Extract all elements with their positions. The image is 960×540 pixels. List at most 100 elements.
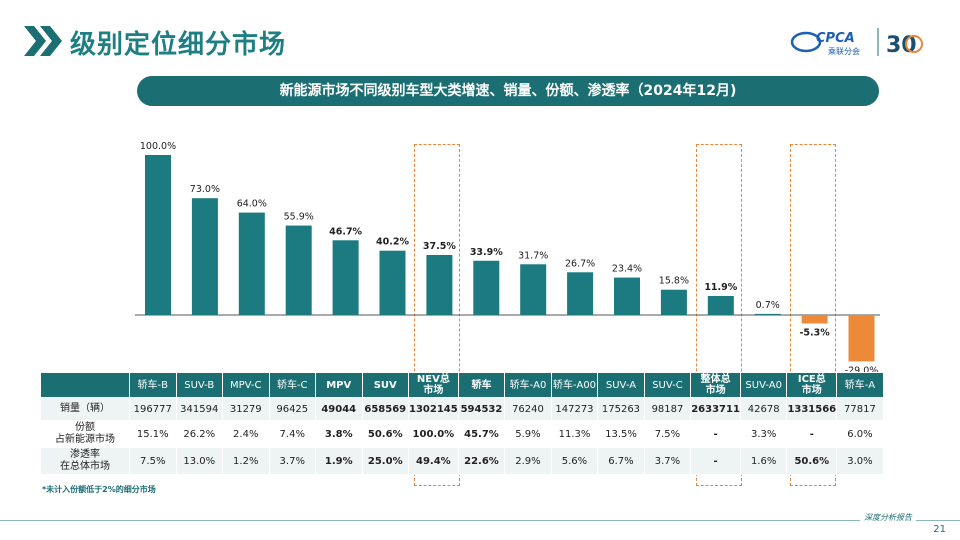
page-title: 级别定位细分市场 (70, 30, 287, 60)
data-label: 31.7% (518, 250, 548, 261)
data-label: 64.0% (237, 199, 267, 210)
table-cell: 77817 (836, 397, 884, 421)
table-cell: 2.4% (222, 420, 270, 448)
data-label: 73.0% (190, 184, 220, 195)
bar-整体总市场 (707, 295, 734, 315)
table-cell: 7.5% (643, 420, 692, 448)
column-header: MPV-C (222, 372, 270, 398)
bar-MPV (332, 240, 359, 315)
data-label: 46.7% (329, 226, 362, 237)
table-cell: 3.0% (836, 447, 884, 475)
table-cell: 7.5% (129, 447, 177, 475)
table-row: 份额 占新能源市场 15.1% 26.2% 2.4% 7.4% 3.8% 50.6% 100.… (40, 420, 884, 448)
column-header: MPV (315, 372, 363, 398)
table-cell: 49044 (315, 397, 363, 421)
data-label: 23.4% (612, 264, 642, 275)
data-label: 15.8% (659, 276, 689, 287)
column-header: NEV总 市场 (408, 372, 459, 398)
table-cell: - (690, 447, 741, 475)
table-header-row: 轿车-B SUV-B MPV-C 轿车-C MPV SUV NEV总 市场 轿车 轿车-A0 轿车… (40, 372, 884, 398)
column-header: 轿车-A (836, 372, 884, 398)
bar-轿车-B (145, 155, 171, 315)
bar-NEV总市场 (426, 255, 453, 315)
column-header: SUV-B (175, 372, 223, 398)
table-row: 销量（辆） 196777 341594 31279 96425 49044 658569 13… (40, 397, 884, 421)
table-cell: 1.2% (222, 447, 270, 475)
data-label: -29.0% (845, 365, 879, 372)
table-corner-cell (40, 372, 130, 398)
table-cell: 1302145 (408, 397, 459, 421)
column-header: 轿车-B (129, 372, 177, 398)
table-cell: 7.4% (268, 420, 316, 448)
data-label: 26.7% (565, 258, 595, 269)
table-cell: 3.7% (643, 447, 692, 475)
table-cell: 594532 (457, 397, 506, 421)
bar-SUV-A0 (754, 313, 781, 315)
double-chevron-icon (24, 26, 62, 56)
column-header: SUV (361, 372, 409, 398)
table-cell: 658569 (361, 397, 409, 421)
table-cell: 11.3% (550, 420, 599, 448)
table-cell: 1331566 (786, 397, 838, 421)
table-cell: 50.6% (786, 447, 838, 475)
column-header: 轿车-A00 (550, 372, 599, 398)
table-cell: 49.4% (408, 447, 459, 475)
svg-text:CPCA: CPCA (816, 31, 855, 46)
table-cell: - (690, 420, 741, 448)
table-cell: 2633711 (690, 397, 741, 421)
table-cell: 3.8% (315, 420, 363, 448)
column-header: 轿车-C (268, 372, 316, 398)
bar-轿车-A0 (520, 264, 547, 315)
data-label: 55.9% (284, 212, 314, 223)
row-label: 份额 占新能源市场 (40, 420, 130, 448)
table-cell: 98187 (643, 397, 692, 421)
bar-轿车-C (285, 225, 312, 315)
table-cell: 341594 (175, 397, 223, 421)
data-label: 33.9% (470, 247, 503, 258)
table-cell: 196777 (129, 397, 177, 421)
table-cell: 42678 (739, 397, 788, 421)
table-cell: 22.6% (457, 447, 506, 475)
table-cell: 2.9% (504, 447, 552, 475)
growth-bar-chart: 100.0% 73.0% 64.0% 55.9% 46.7% 40.2% 37.5% 33.9… (135, 141, 880, 372)
bar-SUV-A (614, 277, 640, 315)
table-cell: 13.5% (597, 420, 645, 448)
data-label: -5.3% (799, 327, 830, 338)
footnote: *未计入份额低于2%的细分市场 (42, 485, 156, 494)
table-cell: 3.3% (739, 420, 788, 448)
bar-SUV-B (191, 198, 218, 315)
data-table: 轿车-B SUV-B MPV-C 轿车-C MPV SUV NEV总 市场 轿车 轿车-A0 轿车… (40, 372, 884, 475)
data-label: 100.0% (140, 141, 176, 152)
svg-text:乘联分会: 乘联分会 (828, 46, 860, 56)
data-label: 11.9% (704, 282, 737, 293)
table-cell: 5.9% (504, 420, 552, 448)
table-cell: 15.1% (129, 420, 177, 448)
table-cell: 45.7% (457, 420, 506, 448)
bar-ICE总市场 (801, 315, 828, 324)
table-cell: 50.6% (361, 420, 409, 448)
page-number: 21 (933, 524, 946, 535)
table-cell: - (786, 420, 838, 448)
table-cell: 1.9% (315, 447, 363, 475)
column-header: SUV-C (643, 372, 692, 398)
brand-logo: CPCA 乘联分会 30 (790, 28, 923, 58)
data-label: 0.7% (756, 300, 780, 311)
column-header: 整体总 市场 (690, 372, 741, 398)
data-label: 40.2% (376, 237, 409, 248)
column-header: 轿车 (457, 372, 506, 398)
column-header: SUV-A (597, 372, 645, 398)
data-label: 37.5% (423, 241, 456, 252)
table-cell: 26.2% (175, 420, 223, 448)
bar-SUV-C (660, 289, 687, 315)
column-header: SUV-A0 (739, 372, 788, 398)
table-cell: 1.6% (739, 447, 788, 475)
table-cell: 6.7% (597, 447, 645, 475)
footer-report-label: 深度分析报告 (860, 512, 916, 523)
table-cell: 6.0% (836, 420, 884, 448)
bar-轿车 (473, 260, 500, 315)
bar-MPV-C (238, 212, 265, 315)
row-label: 渗透率 在总体市场 (40, 447, 130, 475)
bar-SUV (379, 250, 406, 315)
row-label: 销量（辆） (40, 397, 130, 421)
bar-轿车-A (848, 315, 875, 362)
